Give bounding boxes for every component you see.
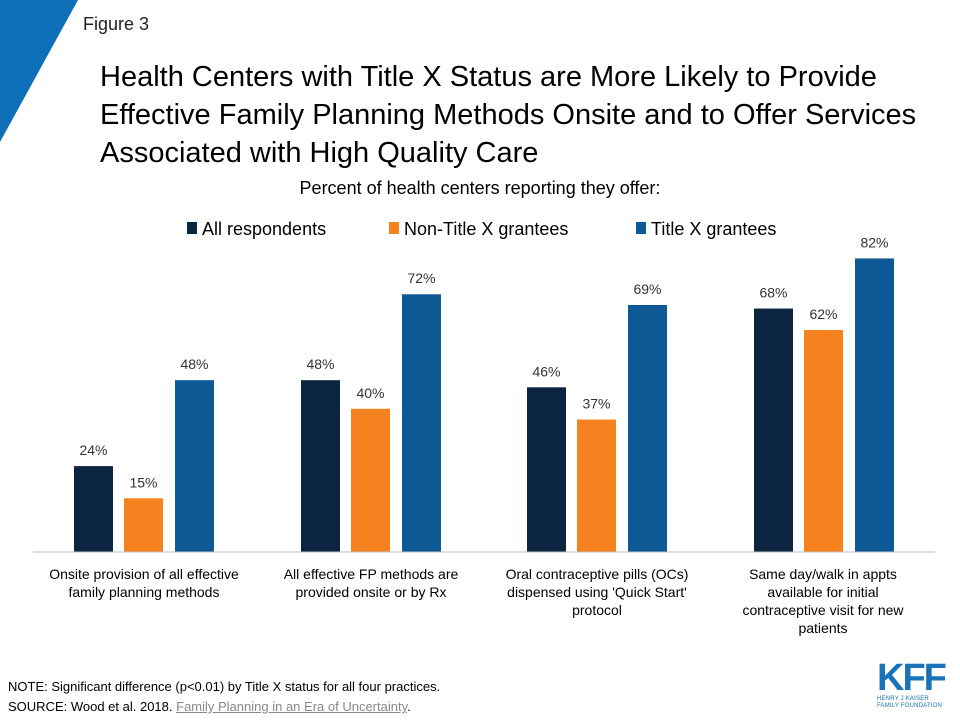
category-label: provided onsite or by Rx	[296, 584, 447, 600]
bar	[527, 387, 566, 552]
data-label: 68%	[759, 285, 787, 301]
logo-wordmark: KFF	[877, 657, 947, 699]
logo-line-2: FAMILY FOUNDATION	[877, 703, 943, 709]
category-label: Same day/walk in appts	[749, 566, 897, 582]
chart-title: Percent of health centers reporting they…	[299, 178, 661, 198]
bar	[804, 330, 843, 552]
data-label: 62%	[809, 306, 837, 322]
note-line: NOTE: Significant difference (p<0.01) by…	[8, 679, 441, 694]
bar-chart: All respondents Non-Title X grantees Title…	[33, 219, 935, 636]
bar	[855, 258, 894, 552]
legend-label: All respondents	[202, 219, 326, 239]
bar	[301, 380, 340, 552]
legend-label: Non-Title X grantees	[404, 219, 568, 239]
bar	[754, 308, 793, 552]
data-label: 69%	[633, 281, 661, 297]
corner-accent-triangle	[0, 0, 78, 142]
data-label: 48%	[306, 356, 334, 372]
data-label: 72%	[407, 270, 435, 286]
bar	[402, 294, 441, 552]
category-label: available for initial	[767, 584, 878, 600]
data-label: 15%	[129, 474, 157, 490]
source-prefix: SOURCE: Wood et al. 2018.	[8, 699, 177, 714]
source-line: SOURCE: Wood et al. 2018. Family Plannin…	[8, 697, 440, 717]
data-label: 82%	[860, 234, 888, 250]
category-label: Onsite provision of all effective	[49, 566, 239, 582]
legend-swatch	[389, 222, 399, 234]
bar	[124, 498, 163, 552]
legend-swatch	[187, 222, 197, 234]
data-label: 37%	[582, 396, 610, 412]
category-label: dispensed using 'Quick Start'	[507, 584, 687, 600]
category-label: protocol	[572, 602, 622, 618]
figure-label: Figure 3	[83, 14, 150, 34]
bar	[577, 419, 616, 552]
logo-line-1: HENRY J KAISER	[877, 696, 929, 702]
kff-logo: KFF HENRY J KAISER FAMILY FOUNDATION	[877, 657, 947, 710]
data-label: 46%	[532, 363, 560, 379]
bar	[74, 466, 113, 552]
bar	[628, 304, 667, 552]
category-label: contraceptive visit for new	[742, 602, 904, 618]
legend-swatch	[636, 222, 646, 234]
bar	[351, 408, 390, 552]
data-label: 40%	[356, 385, 384, 401]
category-label: patients	[798, 620, 847, 636]
category-label: Oral contraceptive pills (OCs)	[506, 566, 689, 582]
source-link[interactable]: Family Planning in an Era of Uncertainty	[176, 699, 408, 714]
data-label: 48%	[180, 356, 208, 372]
bar	[175, 380, 214, 552]
category-label: All effective FP methods are	[284, 566, 459, 582]
footnote: NOTE: Significant difference (p<0.01) by…	[8, 677, 440, 717]
legend-label: Title X grantees	[651, 219, 776, 239]
page-title: Health Centers with Title X Status are M…	[100, 61, 917, 169]
category-label: family planning methods	[69, 584, 220, 600]
source-suffix: .	[407, 699, 411, 714]
data-label: 24%	[79, 442, 107, 458]
